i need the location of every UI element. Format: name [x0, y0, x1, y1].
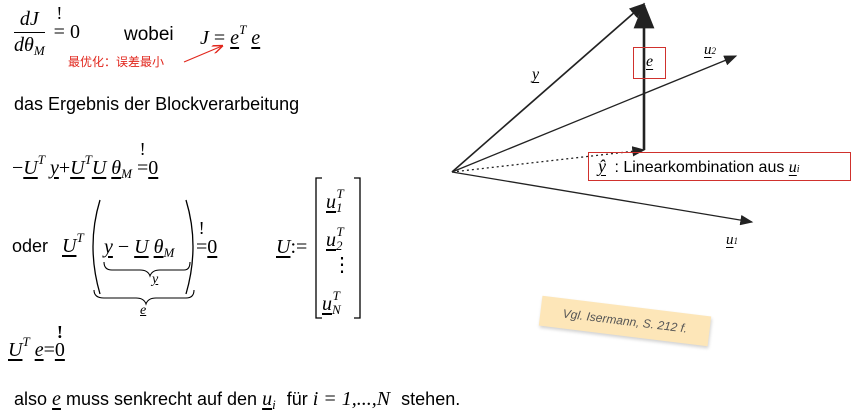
- matrix-row-N: uNT: [322, 288, 341, 317]
- vector-y: [451, 2, 646, 173]
- vector-yhat: [451, 146, 646, 173]
- eq-residual-form: UT: [62, 230, 84, 257]
- underbrace-inner: [103, 261, 191, 278]
- matrix-row-1: u1T: [326, 186, 344, 215]
- matrix-left-bracket: [315, 177, 322, 319]
- fraction-dJ-dtheta: dJ dθM: [14, 8, 45, 58]
- matrix-row-2: u2T: [326, 224, 344, 253]
- label-e: e: [646, 53, 654, 70]
- underbrace-y-label: y: [152, 272, 159, 287]
- annotation-arrow: [183, 46, 222, 63]
- eq-orthogonality: UT e=! 0: [8, 322, 65, 361]
- vector-u2: [451, 55, 738, 173]
- conclusion-line: also e muss senkrecht auf den ui für i =…: [14, 388, 461, 412]
- underbrace-outer: [93, 289, 195, 306]
- result-block-processing-text: das Ergebnis der Blockverarbeitung: [14, 94, 300, 114]
- matrix-vertical-dots: ⋮: [332, 254, 352, 276]
- vector-u1: [451, 171, 754, 226]
- left-paren: [92, 199, 101, 295]
- must-equal-sign: ! =: [53, 3, 65, 44]
- label-u2: u2: [704, 42, 716, 58]
- linear-combination-box: [588, 152, 851, 181]
- eq3-must-zero: ! =0: [196, 218, 218, 258]
- eq-derivative: dJ dθM ! = 0: [14, 3, 80, 58]
- oder-label: oder: [12, 236, 49, 256]
- wobei-label: wobei: [124, 24, 174, 45]
- matrix-U-definition: U:=: [276, 236, 308, 258]
- underbrace-e-label: e: [140, 303, 147, 318]
- linear-combination-label: ŷ : Linearkombination aus ui: [598, 156, 800, 176]
- optimization-annotation: 最优化：误差最小: [68, 55, 165, 69]
- matrix-right-bracket: [354, 177, 361, 319]
- eq-cost-function: J = eT e: [200, 22, 261, 49]
- eq-residual-inner: y − U θM: [104, 236, 175, 260]
- label-u1: u1: [726, 232, 738, 248]
- label-y: y: [532, 66, 540, 83]
- right-paren: [185, 199, 194, 295]
- eq-normal-equation: −UT y+UTU θM ! =0: [12, 139, 159, 181]
- e-highlight-box: [633, 47, 666, 79]
